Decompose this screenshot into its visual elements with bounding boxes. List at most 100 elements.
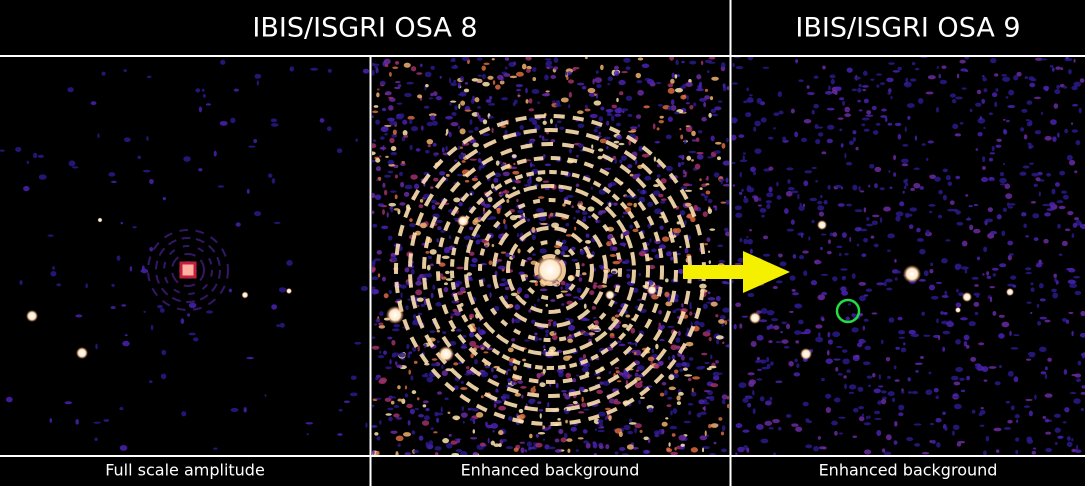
noise — [19, 280, 23, 285]
noise — [425, 441, 430, 448]
noise — [572, 400, 578, 405]
noise — [816, 126, 824, 129]
noise — [505, 384, 512, 388]
noise — [898, 336, 906, 339]
noise — [614, 158, 618, 165]
noise — [545, 65, 554, 69]
noise — [893, 365, 897, 370]
noise — [567, 448, 571, 453]
noise — [661, 381, 667, 386]
noise — [450, 82, 457, 87]
noise — [987, 232, 995, 239]
noise — [674, 228, 682, 234]
noise — [545, 333, 549, 338]
noise — [1062, 194, 1069, 200]
noise — [372, 449, 375, 455]
noise — [719, 315, 726, 320]
noise — [942, 330, 951, 335]
noise — [724, 320, 728, 325]
noise — [820, 273, 829, 276]
noise — [636, 173, 641, 177]
noise — [374, 258, 382, 262]
noise — [1045, 447, 1053, 453]
noise — [160, 373, 167, 380]
noise — [547, 321, 552, 327]
noise — [837, 373, 843, 376]
noise — [1031, 172, 1039, 177]
noise — [1025, 119, 1031, 122]
noise — [1074, 290, 1082, 295]
noise — [267, 173, 273, 178]
noise — [939, 79, 948, 85]
noise — [1067, 279, 1076, 285]
noise — [959, 122, 964, 125]
noise — [1013, 74, 1019, 81]
noise — [709, 453, 716, 455]
noise — [542, 368, 546, 374]
noise — [597, 210, 604, 216]
noise — [733, 323, 737, 330]
noise — [802, 250, 809, 254]
noise — [425, 407, 430, 412]
noise — [841, 290, 849, 296]
noise — [472, 408, 479, 412]
noise — [498, 405, 507, 411]
noise — [721, 425, 726, 432]
noise — [756, 423, 764, 430]
noise — [741, 315, 749, 318]
noise — [567, 338, 574, 343]
noise — [438, 171, 446, 176]
noise — [885, 278, 893, 283]
noise — [1038, 259, 1042, 265]
noise — [738, 191, 743, 195]
noise — [699, 187, 703, 190]
noise — [616, 380, 622, 383]
noise — [974, 284, 979, 287]
noise — [873, 243, 879, 248]
noise — [629, 374, 633, 377]
noise — [883, 451, 892, 455]
noise — [886, 287, 893, 291]
noise — [678, 330, 681, 337]
noise — [1080, 407, 1084, 412]
noise — [830, 78, 835, 85]
noise — [625, 95, 633, 101]
noise — [1080, 352, 1085, 358]
noise — [653, 190, 661, 196]
noise — [532, 77, 537, 82]
noise — [832, 276, 838, 282]
noise — [397, 443, 401, 447]
noise — [404, 393, 409, 398]
noise — [474, 97, 480, 103]
noise — [385, 155, 389, 158]
noise — [518, 271, 525, 276]
noise — [881, 108, 887, 112]
noise — [271, 123, 279, 127]
noise — [828, 85, 831, 91]
noise — [498, 283, 507, 287]
noise — [901, 388, 904, 392]
noise — [888, 317, 895, 323]
noise — [430, 186, 434, 190]
noise — [488, 260, 493, 266]
noise — [777, 91, 782, 98]
noise — [702, 303, 708, 310]
noise — [472, 142, 480, 148]
noise — [929, 422, 935, 426]
noise — [973, 292, 981, 296]
noise — [372, 210, 375, 215]
noise — [482, 133, 490, 137]
noise — [877, 385, 884, 388]
noise — [1057, 223, 1061, 229]
noise — [686, 327, 690, 333]
noise — [724, 231, 729, 237]
noise — [571, 205, 574, 209]
noise — [858, 109, 863, 112]
noise — [271, 304, 278, 310]
noise — [734, 262, 742, 266]
noise — [387, 117, 395, 122]
noise — [526, 178, 533, 185]
noise — [583, 318, 590, 321]
noise — [908, 224, 914, 230]
noise — [464, 179, 470, 183]
